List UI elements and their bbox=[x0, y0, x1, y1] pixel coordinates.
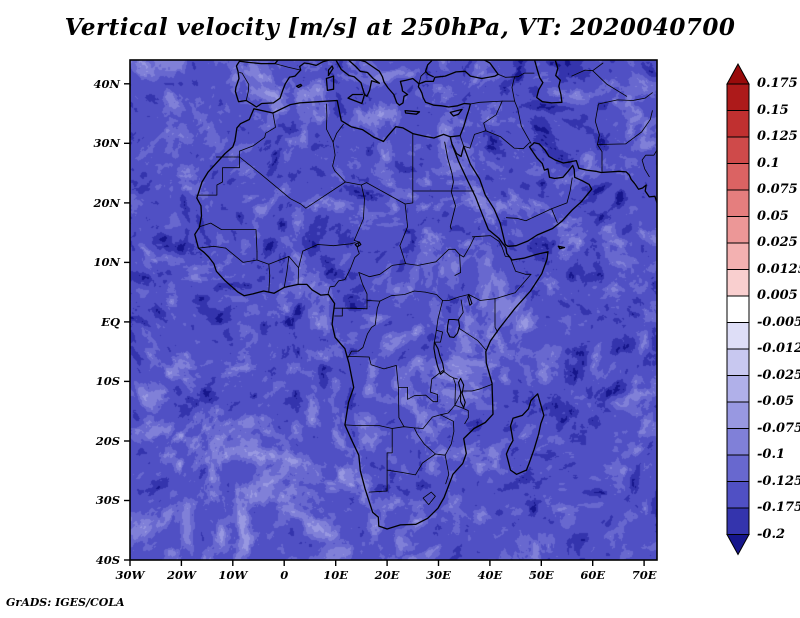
colorbar-tick-label: -0.075 bbox=[757, 420, 800, 436]
y-axis-tick-label: EQ bbox=[101, 314, 120, 329]
colorbar-segment bbox=[726, 295, 750, 323]
colorbar-segment bbox=[726, 401, 750, 429]
y-axis-tick-label: 40N bbox=[93, 76, 120, 91]
y-axis-tick-label: 10S bbox=[95, 374, 120, 389]
x-axis-tick-label: 40E bbox=[477, 568, 503, 582]
colorbar-segment bbox=[726, 163, 750, 191]
x-axis-tick-label: 50E bbox=[528, 568, 554, 582]
colorbar-tick-label: 0.025 bbox=[757, 235, 798, 250]
x-axis-tick-label: 10E bbox=[323, 568, 349, 582]
y-axis-tick-label: 40S bbox=[95, 553, 120, 567]
colorbar-segment bbox=[726, 322, 750, 350]
colorbar-tick-label: -0.125 bbox=[757, 473, 800, 489]
colorbar-tick-label: -0.05 bbox=[757, 394, 795, 409]
colorbar-tick-label: 0.175 bbox=[757, 76, 798, 91]
plot-title: Vertical velocity [m/s] at 250hPa, VT: 2… bbox=[64, 14, 736, 41]
x-axis-tick-label: 20W bbox=[166, 568, 196, 582]
colorbar-segment bbox=[726, 110, 750, 138]
colorbar-segment bbox=[726, 83, 750, 111]
x-axis-tick-label: 60E bbox=[580, 568, 606, 582]
colorbar-tick-label: -0.005 bbox=[757, 314, 800, 330]
colorbar-segment bbox=[726, 454, 750, 482]
y-axis-tick-label: 30S bbox=[95, 493, 120, 508]
colorbar-segment bbox=[726, 242, 750, 270]
colorbar-segment bbox=[726, 375, 750, 403]
colorbar-segment bbox=[726, 428, 750, 456]
colorbar-segment bbox=[726, 136, 750, 164]
colorbar-tick-label: -0.175 bbox=[757, 500, 800, 515]
velocity-field-canvas bbox=[130, 60, 657, 560]
colorbar-tick-label: 0.0125 bbox=[757, 261, 800, 277]
colorbar-tick-label: 0.005 bbox=[757, 288, 798, 303]
colorbar-segment bbox=[726, 481, 750, 509]
colorbar-segment bbox=[726, 507, 750, 535]
colorbar-segment bbox=[726, 348, 750, 376]
x-axis-tick-label: 20E bbox=[374, 568, 400, 582]
colorbar-tick-label: 0.15 bbox=[757, 102, 789, 118]
y-axis-tick-label: 20N bbox=[93, 195, 120, 210]
colorbar-tick-label: 0.1 bbox=[757, 155, 780, 171]
colorbar-top-arrow bbox=[726, 62, 750, 85]
grads-attribution: GrADS: IGES/COLA bbox=[6, 596, 125, 609]
colorbar-bottom-arrow bbox=[726, 534, 750, 556]
y-axis-tick-label: 30N bbox=[93, 136, 120, 151]
colorbar-segment bbox=[726, 189, 750, 217]
colorbar-segment bbox=[726, 216, 750, 244]
colorbar-tick-label: 0.05 bbox=[757, 208, 789, 224]
colorbar-tick-label: 0.075 bbox=[757, 182, 798, 197]
x-axis-tick-label: 70E bbox=[631, 568, 657, 582]
y-axis-tick-label: 10N bbox=[93, 255, 120, 270]
colorbar-tick-label: -0.0125 bbox=[757, 341, 800, 356]
x-axis-tick-label: 30W bbox=[115, 568, 145, 582]
colorbar bbox=[726, 62, 750, 556]
colorbar-tick-label: 0.125 bbox=[757, 129, 798, 144]
x-axis-tick-label: 30E bbox=[426, 568, 451, 582]
colorbar-segment bbox=[726, 269, 750, 297]
x-axis-tick-label: 0 bbox=[280, 568, 289, 582]
y-axis-tick-label: 20S bbox=[95, 433, 120, 448]
colorbar-tick-label: -0.025 bbox=[757, 367, 800, 383]
colorbar-tick-label: -0.2 bbox=[757, 526, 786, 542]
x-axis-tick-label: 10W bbox=[218, 568, 248, 582]
colorbar-tick-label: -0.1 bbox=[757, 447, 786, 462]
